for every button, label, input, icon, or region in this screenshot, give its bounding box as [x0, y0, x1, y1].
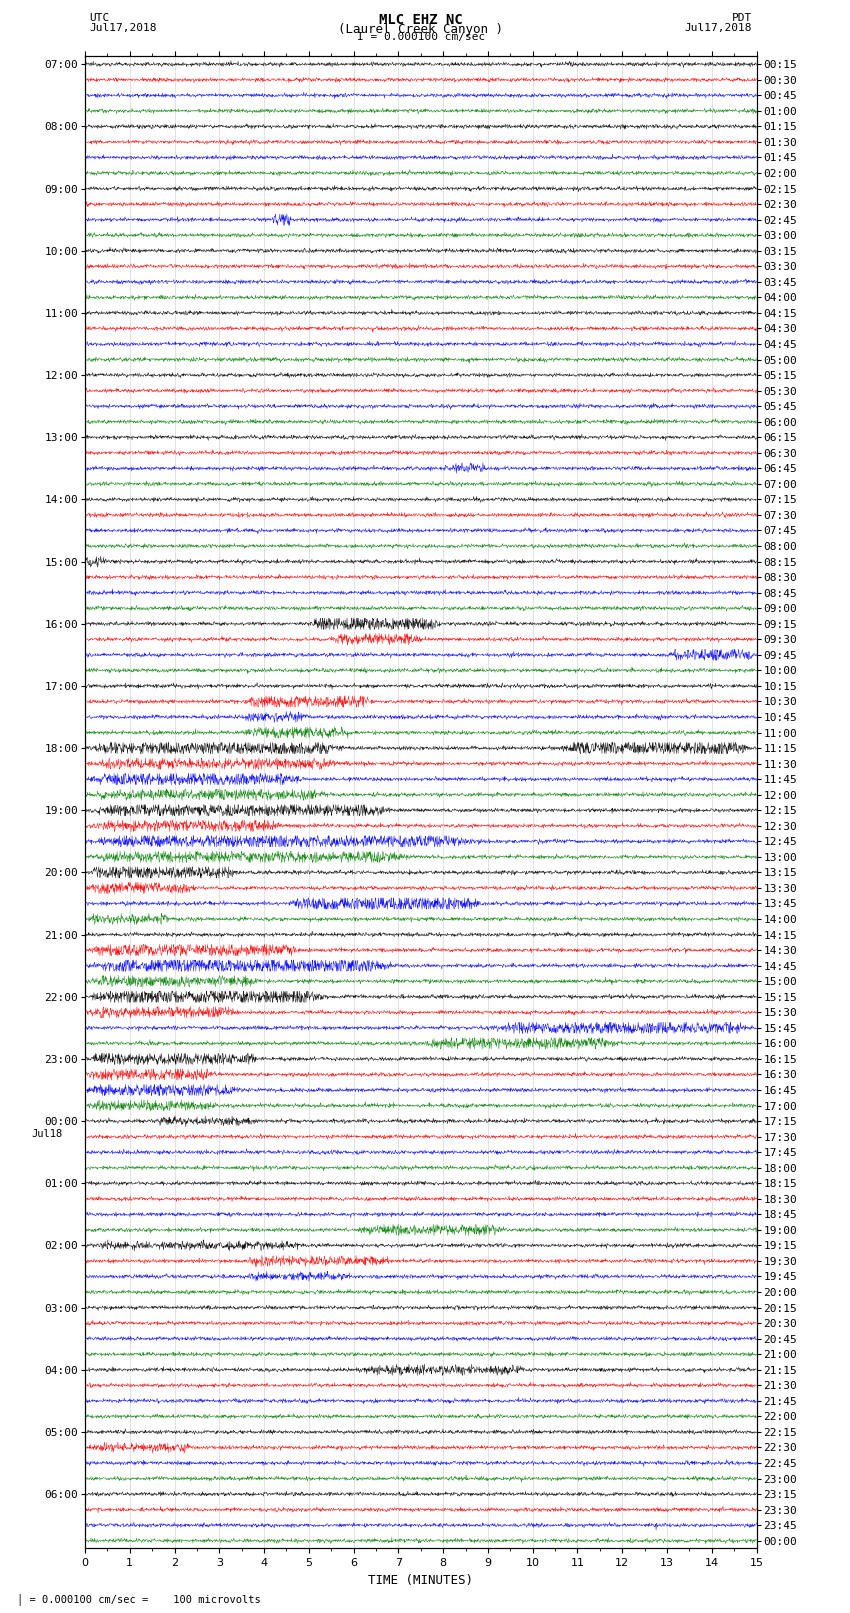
Text: I = 0.000100 cm/sec: I = 0.000100 cm/sec — [357, 32, 484, 42]
Text: Jul17,2018: Jul17,2018 — [89, 23, 156, 32]
Text: (Laurel Creek Canyon ): (Laurel Creek Canyon ) — [338, 23, 503, 35]
X-axis label: TIME (MINUTES): TIME (MINUTES) — [368, 1574, 473, 1587]
Text: Jul17,2018: Jul17,2018 — [685, 23, 752, 32]
Text: MLC EHZ NC: MLC EHZ NC — [379, 13, 462, 27]
Text: PDT: PDT — [732, 13, 752, 23]
Text: UTC: UTC — [89, 13, 110, 23]
Text: Jul18: Jul18 — [31, 1129, 63, 1139]
Text: │ = 0.000100 cm/sec =    100 microvolts: │ = 0.000100 cm/sec = 100 microvolts — [17, 1594, 261, 1605]
